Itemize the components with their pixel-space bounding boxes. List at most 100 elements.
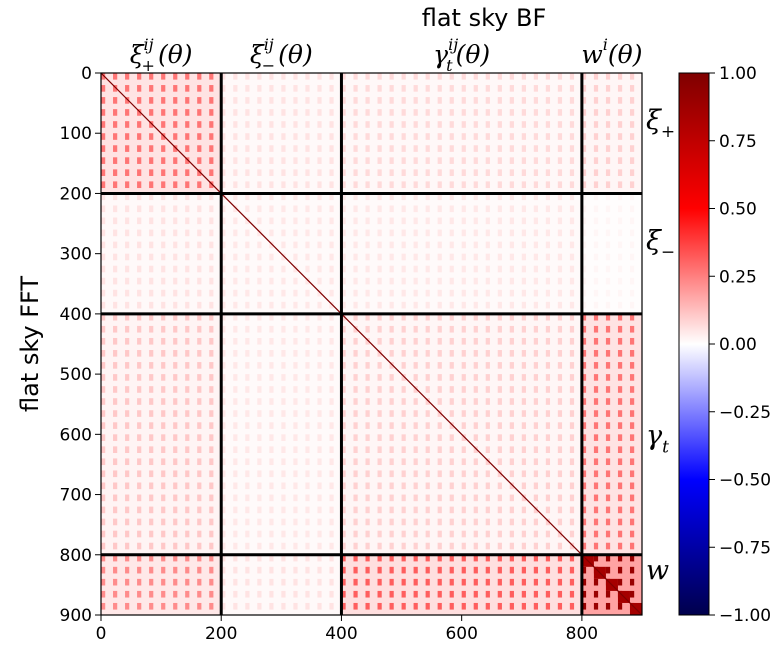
- heatmap-cell: [545, 145, 551, 152]
- heatmap-cell: [101, 578, 106, 586]
- heatmap-cell: [137, 145, 142, 152]
- heatmap: [101, 73, 642, 615]
- heatmap-cell: [629, 566, 635, 574]
- heatmap-cell: [533, 482, 539, 490]
- heatmap-cell: [353, 578, 358, 586]
- heatmap-cell: [281, 145, 286, 152]
- heatmap-cell: [629, 482, 635, 490]
- heatmap-cell: [269, 578, 274, 586]
- heatmap-cell: [605, 253, 611, 261]
- heatmap-cell: [233, 386, 238, 393]
- heatmap-cell: [317, 578, 322, 586]
- heatmap-cell: [173, 386, 178, 393]
- heatmap-cell: [365, 518, 370, 526]
- heatmap-cell: [101, 554, 106, 562]
- colorbar-tick-label: 0.25: [719, 267, 757, 287]
- heatmap-cell: [185, 73, 190, 80]
- heatmap-cell: [413, 602, 418, 610]
- heatmap-cell: [317, 289, 322, 297]
- heatmap-cell: [509, 241, 514, 249]
- heatmap-cell: [449, 554, 454, 562]
- heatmap-cell: [161, 566, 166, 574]
- heatmap-cell: [173, 350, 178, 357]
- heatmap-cell: [281, 205, 286, 213]
- heatmap-cell: [137, 374, 142, 381]
- heatmap-cell: [521, 157, 526, 164]
- heatmap-cell: [353, 109, 358, 116]
- heatmap-cell: [365, 482, 370, 490]
- heatmap-cell: [365, 470, 370, 478]
- heatmap-cell: [545, 410, 551, 417]
- heatmap-cell: [629, 554, 635, 562]
- heatmap-cell: [389, 470, 394, 478]
- heatmap-cell: [533, 97, 539, 104]
- heatmap-cell: [257, 97, 262, 104]
- heatmap-cell: [149, 193, 154, 201]
- heatmap-cell: [557, 578, 563, 586]
- heatmap-cell: [293, 97, 298, 104]
- heatmap-cell: [221, 470, 226, 478]
- heatmap-cell: [245, 602, 250, 610]
- heatmap-cell: [569, 386, 575, 393]
- heatmap-cell: [473, 241, 478, 249]
- heatmap-cell: [449, 374, 454, 381]
- heatmap-cell: [485, 85, 490, 92]
- colorbar-tick-label: 0.00: [719, 335, 757, 355]
- heatmap-cell: [185, 205, 190, 213]
- heatmap-cell: [581, 301, 587, 309]
- heatmap-cell: [281, 602, 286, 610]
- heatmap-cell: [377, 121, 382, 128]
- heatmap-cell: [461, 181, 466, 189]
- heatmap-cell: [557, 434, 563, 441]
- heatmap-cell: [521, 566, 526, 574]
- heatmap-cell: [305, 422, 310, 429]
- heatmap-cell: [605, 73, 611, 80]
- heatmap-cell: [161, 350, 166, 357]
- colorbar-tick-label: 0.50: [719, 200, 757, 220]
- heatmap-cell: [113, 193, 118, 201]
- heatmap-cell: [257, 109, 262, 116]
- heatmap-cell: [209, 169, 214, 176]
- heatmap-cell: [293, 410, 298, 417]
- heatmap-cell: [233, 121, 238, 128]
- heatmap-cell: [437, 265, 442, 273]
- heatmap-cell: [593, 325, 599, 333]
- y-tick-label: 400: [60, 305, 92, 325]
- heatmap-cell: [149, 217, 154, 225]
- heatmap-cell: [365, 506, 370, 514]
- heatmap-cell: [281, 542, 286, 550]
- heatmap-cell: [521, 506, 526, 514]
- heatmap-cell: [629, 325, 635, 333]
- heatmap-cell: [629, 518, 635, 526]
- heatmap-cell: [221, 253, 226, 261]
- heatmap-cell: [473, 313, 478, 321]
- heatmap-cell: [629, 193, 635, 201]
- heatmap-cell: [173, 313, 178, 321]
- heatmap-cell: [617, 434, 623, 441]
- heatmap-cell: [245, 145, 250, 152]
- heatmap-cell: [305, 566, 310, 574]
- heatmap-cell: [629, 217, 635, 225]
- heatmap-cell: [473, 217, 478, 225]
- heatmap-cell: [305, 205, 310, 213]
- heatmap-cell: [629, 253, 635, 261]
- heatmap-cell: [401, 530, 406, 538]
- heatmap-cell: [197, 482, 202, 490]
- heatmap-cell: [113, 217, 118, 225]
- colorbar: [678, 72, 710, 616]
- heatmap-cell: [581, 470, 587, 478]
- heatmap-cell: [497, 554, 502, 562]
- heatmap-cell: [449, 109, 454, 116]
- heatmap-cell: [185, 470, 190, 478]
- heatmap-cell: [557, 518, 563, 526]
- heatmap-cell: [293, 350, 298, 357]
- heatmap-cell: [473, 398, 478, 405]
- heatmap-cell: [293, 337, 298, 345]
- heatmap-cell: [233, 518, 238, 526]
- heatmap-cell: [389, 518, 394, 526]
- heatmap-cell: [329, 241, 334, 249]
- heatmap-cell: [365, 205, 370, 213]
- heatmap-cell: [317, 145, 322, 152]
- heatmap-cell: [425, 374, 430, 381]
- heatmap-cell: [269, 193, 274, 201]
